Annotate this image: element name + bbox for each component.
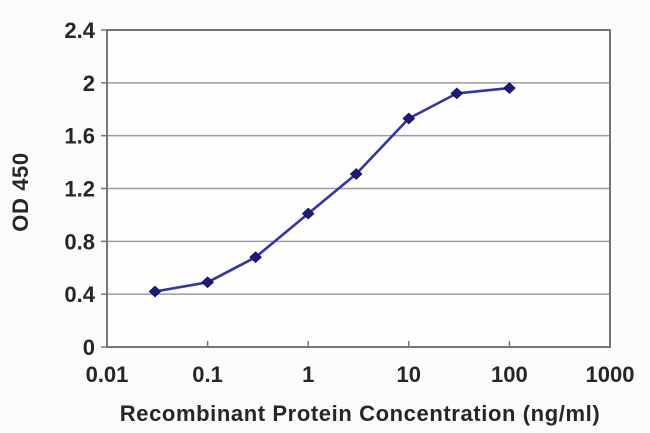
x-tick-label: 1 <box>302 362 314 387</box>
data-point-marker <box>301 207 315 220</box>
data-point-marker <box>349 168 363 180</box>
y-tick-label: 2 <box>83 71 95 96</box>
series-line <box>153 86 511 293</box>
y-tick-label: 0.8 <box>64 229 95 254</box>
x-tick-label: 0.1 <box>192 362 223 387</box>
y-tick-label: 0.4 <box>64 282 95 307</box>
tick-labels: 0 0.4 0.8 1.2 1.6 2 2.4 0.01 0.1 1 10 100 1000 <box>64 18 634 387</box>
x-axis-title: Recombinant Protein Concentration (ng/ml… <box>120 401 601 426</box>
data-point-marker <box>450 87 464 100</box>
y-tick-label: 1.2 <box>64 177 95 202</box>
y-axis-title: OD 450 <box>8 152 33 231</box>
data-point-marker <box>402 112 416 125</box>
data-point-marker <box>201 276 214 289</box>
y-tick-label: 1.6 <box>64 124 95 149</box>
data-point-marker <box>503 82 516 94</box>
y-tick-label: 2.4 <box>64 18 95 43</box>
y-tick-label: 0 <box>83 335 95 360</box>
gridlines <box>107 82 610 295</box>
x-tick-label: 1000 <box>586 362 635 387</box>
data-point-marker <box>148 285 162 298</box>
plot-frame <box>106 29 611 348</box>
data-series <box>148 82 516 298</box>
data-point-marker <box>249 251 262 264</box>
x-tick-label: 0.01 <box>86 362 129 387</box>
x-tick-label: 100 <box>491 362 528 387</box>
x-tick-label: 10 <box>397 362 421 387</box>
